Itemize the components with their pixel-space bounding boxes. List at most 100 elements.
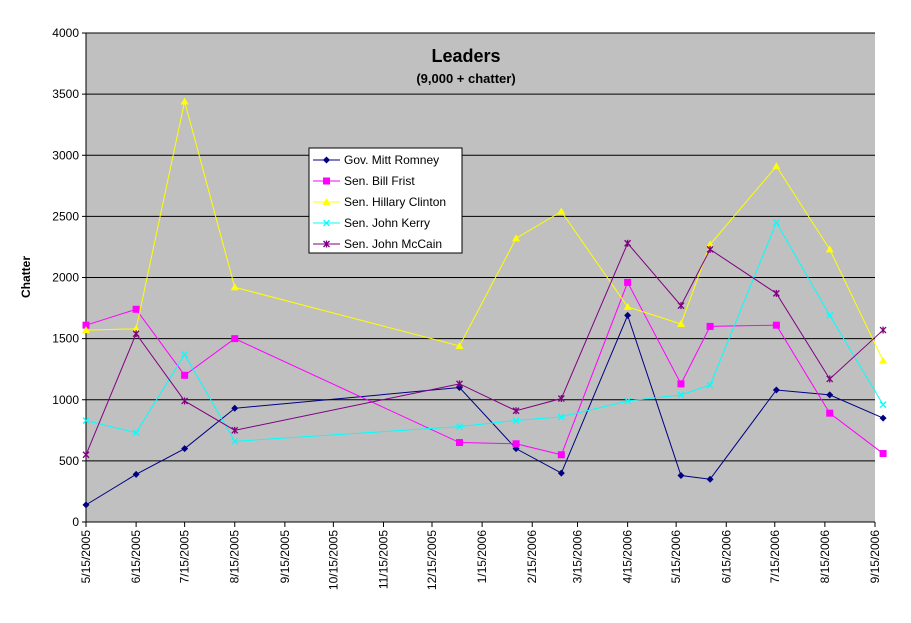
series-group [82,97,888,509]
data-point [826,311,834,319]
data-point [132,305,140,313]
data-point [879,450,887,458]
data-point [772,162,781,170]
data-point [323,240,330,248]
data-point [456,423,463,431]
data-point [82,451,90,459]
data-point [82,326,90,334]
x-tick-label: 1/15/2006 [475,530,489,584]
data-point [706,381,714,389]
legend-box [308,147,463,254]
data-point [132,470,140,478]
x-tick-label: 6/15/2005 [129,530,143,584]
data-point [180,97,189,105]
data-point [455,341,464,349]
data-point [557,395,565,403]
data-point [557,451,565,459]
data-point [181,397,189,405]
y-tick-label: 500 [59,454,79,468]
data-point [879,414,887,422]
y-tick-label: 2000 [52,271,79,285]
data-point [82,501,90,509]
data-point [231,404,239,412]
data-point [676,319,685,327]
data-point [706,475,714,483]
data-point [624,239,632,247]
data-point [772,289,780,297]
data-point [677,302,685,310]
y-tick-labels: 0 500 1000 1500 2000 2500 3000 3500 4000 [52,26,79,529]
x-tick-label: 9/15/2006 [868,530,882,584]
legend-item: Sen. Hillary Clinton [313,195,446,209]
legend-label: Sen. Hillary Clinton [344,195,446,209]
x-tick-label: 5/15/2006 [669,530,683,584]
data-point [323,219,330,227]
y-tick-label: 3000 [52,148,79,162]
data-point [231,437,239,445]
data-point [624,311,632,319]
data-point [132,429,140,437]
series-2 [82,278,887,459]
data-point [230,283,239,291]
data-point [557,469,565,477]
data-point [826,391,834,399]
data-point [132,324,141,332]
data-point [322,198,331,205]
data-point [557,413,565,421]
x-tick-label: 5/15/2005 [79,530,93,584]
data-point [512,440,520,448]
data-point [706,245,714,253]
x-tick-label: 7/15/2006 [768,530,782,584]
data-point [623,302,632,310]
legend-item: Gov. Mitt Romney [313,153,439,167]
x-tick-label: 4/15/2006 [621,530,635,584]
x-tick-label: 10/15/2005 [326,530,340,590]
y-tick-label: 1500 [52,332,79,346]
data-point [231,426,239,434]
x-tick-label: 3/15/2006 [571,530,585,584]
series-4 [82,219,887,445]
data-point [82,417,90,424]
data-point [879,401,887,409]
y-tick-label: 3500 [52,87,79,101]
data-point [181,371,189,379]
x-tick-label: 6/15/2006 [719,530,733,584]
data-point [512,234,521,242]
data-point [455,439,463,447]
y-tick-label: 1000 [52,393,79,407]
legend-items: Gov. Mitt Romney Sen. Bill Frist Sen. Hill… [313,153,446,251]
data-point [132,330,140,338]
data-point [624,278,632,286]
y-tick-label: 4000 [52,26,79,40]
data-point [677,472,685,480]
legend-item: Sen. John McCain [313,237,442,251]
data-point [512,417,520,424]
legend-label: Sen. John Kerry [344,216,430,230]
data-point [825,245,834,253]
x-tick-label: 8/15/2006 [818,530,832,584]
data-point [181,351,189,358]
data-point [82,321,90,329]
gridlines [86,32,875,462]
y-tick-label: 0 [72,515,79,529]
data-point [772,386,780,394]
x-tick-label: 12/15/2005 [425,530,439,590]
data-point [772,219,780,226]
data-point [181,445,189,453]
x-tick-label: 9/15/2005 [278,530,292,584]
x-tick-label: 11/15/2005 [376,530,390,589]
y-tick-label: 2500 [52,209,79,223]
y-axis-label: Chatter [19,256,33,298]
legend-label: Sen. Bill Frist [344,174,415,188]
series-1 [82,311,887,509]
data-point [456,380,463,388]
x-tick-label: 7/15/2005 [178,530,192,584]
x-tick-label: 8/15/2005 [228,530,242,584]
data-point [706,322,714,330]
data-point [512,407,520,415]
series-5 [82,239,887,459]
data-point [706,240,715,248]
data-point [879,326,887,334]
data-point [557,207,566,215]
